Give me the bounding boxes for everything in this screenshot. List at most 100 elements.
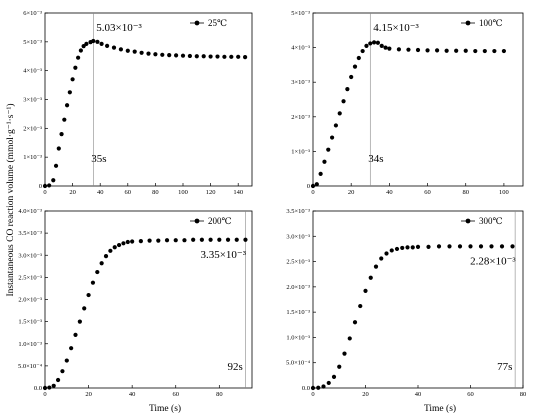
x-tick-label: 40	[129, 391, 136, 398]
legend-label: 300℃	[479, 216, 503, 226]
x-tick-label: 120	[206, 189, 216, 196]
data-point	[173, 238, 178, 243]
data-point	[199, 237, 204, 242]
y-tick-label: 1×10⁻³	[23, 154, 42, 161]
data-point	[371, 40, 377, 45]
x-tick-label: 80	[520, 391, 527, 398]
y-tick-label: 1.5×10⁻³	[18, 319, 42, 326]
data-point	[454, 48, 459, 53]
data-point	[95, 39, 100, 44]
data-point	[345, 87, 350, 92]
legend-marker	[465, 218, 471, 224]
data-point	[364, 43, 369, 48]
legend-marker	[194, 218, 200, 224]
x-tick-label: 20	[362, 391, 369, 398]
data-point	[444, 48, 449, 53]
data-point	[77, 319, 82, 324]
data-point	[316, 385, 321, 390]
data-point	[468, 244, 473, 249]
data-point	[347, 336, 352, 341]
x-tick-label: 0	[43, 391, 46, 398]
data-point	[434, 48, 440, 53]
data-point	[55, 377, 61, 383]
data-point	[53, 163, 59, 168]
data-point	[90, 280, 96, 285]
data-point	[473, 48, 478, 54]
data-point	[373, 264, 379, 269]
data-point	[222, 54, 227, 59]
data-point	[51, 178, 56, 183]
data-point	[82, 306, 87, 311]
data-point	[56, 146, 61, 151]
data-point	[180, 53, 186, 58]
y-tick-label: 1.0×10⁻³	[18, 341, 42, 348]
data-point	[400, 245, 405, 251]
data-point	[489, 244, 494, 249]
data-point	[125, 48, 130, 53]
legend-label: 25℃	[208, 18, 227, 28]
data-point	[73, 332, 78, 337]
x-tick-label: 0	[311, 391, 314, 398]
legend-marker	[465, 20, 471, 26]
data-point	[112, 245, 117, 250]
y-tick-label: 2.0×10⁻³	[18, 297, 42, 304]
data-point	[208, 54, 213, 59]
chart-panel-3: 0 20 40 60 80 0.0 5.0×10⁻⁴ 1.0×10⁻³ 1.5×10⁻³ 2.0×…	[18, 208, 253, 398]
x-tick-label: 20	[69, 189, 76, 196]
x-tick-label: 40	[415, 391, 422, 398]
data-point	[138, 238, 143, 244]
data-point	[67, 90, 72, 95]
data-point	[139, 50, 144, 55]
y-tick-label: 0	[39, 183, 42, 190]
x-tick-label: 100	[499, 189, 509, 196]
y-tick-label: 5.0×10⁻⁴	[18, 363, 43, 370]
y-tick-label: 0	[307, 183, 310, 190]
y-tick-label: 0.0	[34, 385, 42, 392]
data-point	[384, 251, 389, 256]
peak-value-label: 3.35×10⁻³	[200, 249, 246, 261]
data-point	[225, 237, 231, 242]
data-point	[51, 383, 56, 388]
data-point	[153, 52, 158, 57]
data-point	[314, 182, 319, 187]
y-tick-label: 4×10⁻³	[23, 68, 42, 75]
time-label: 77s	[497, 361, 512, 373]
data-point	[108, 248, 113, 253]
legend-marker	[194, 20, 200, 26]
x-tick-label: 60	[125, 189, 132, 196]
peak-value-label: 2.28×10⁻³	[470, 255, 516, 267]
data-point	[60, 369, 65, 374]
data-point	[326, 380, 331, 386]
data-point	[182, 238, 187, 243]
data-point	[375, 40, 381, 45]
x-tick-label: 60	[467, 391, 474, 398]
data-point	[191, 237, 196, 242]
data-point	[492, 48, 497, 54]
data-point	[243, 55, 248, 60]
data-point	[147, 238, 152, 243]
data-point	[310, 183, 316, 189]
data-point	[426, 244, 431, 250]
data-point	[125, 239, 130, 245]
data-point	[201, 54, 206, 59]
y-tick-label: 2×10⁻³	[291, 114, 310, 121]
data-point	[415, 244, 421, 250]
data-point	[73, 65, 78, 70]
data-point	[379, 256, 384, 261]
data-point	[229, 54, 234, 59]
data-point	[95, 269, 100, 275]
x-tick-label: 60	[424, 189, 431, 196]
time-label: 34s	[368, 153, 383, 165]
x-axis-label-right: Time (s)	[424, 403, 456, 414]
legend-label: 200℃	[208, 216, 232, 226]
data-point	[174, 53, 179, 58]
y-tick-label: 5×10⁻³	[291, 10, 310, 17]
data-point	[116, 242, 122, 248]
data-point	[99, 261, 104, 266]
data-point	[130, 239, 135, 244]
data-point	[425, 48, 430, 53]
data-point	[47, 183, 52, 188]
data-point	[86, 292, 91, 298]
data-point	[436, 244, 442, 249]
data-point	[217, 237, 222, 242]
